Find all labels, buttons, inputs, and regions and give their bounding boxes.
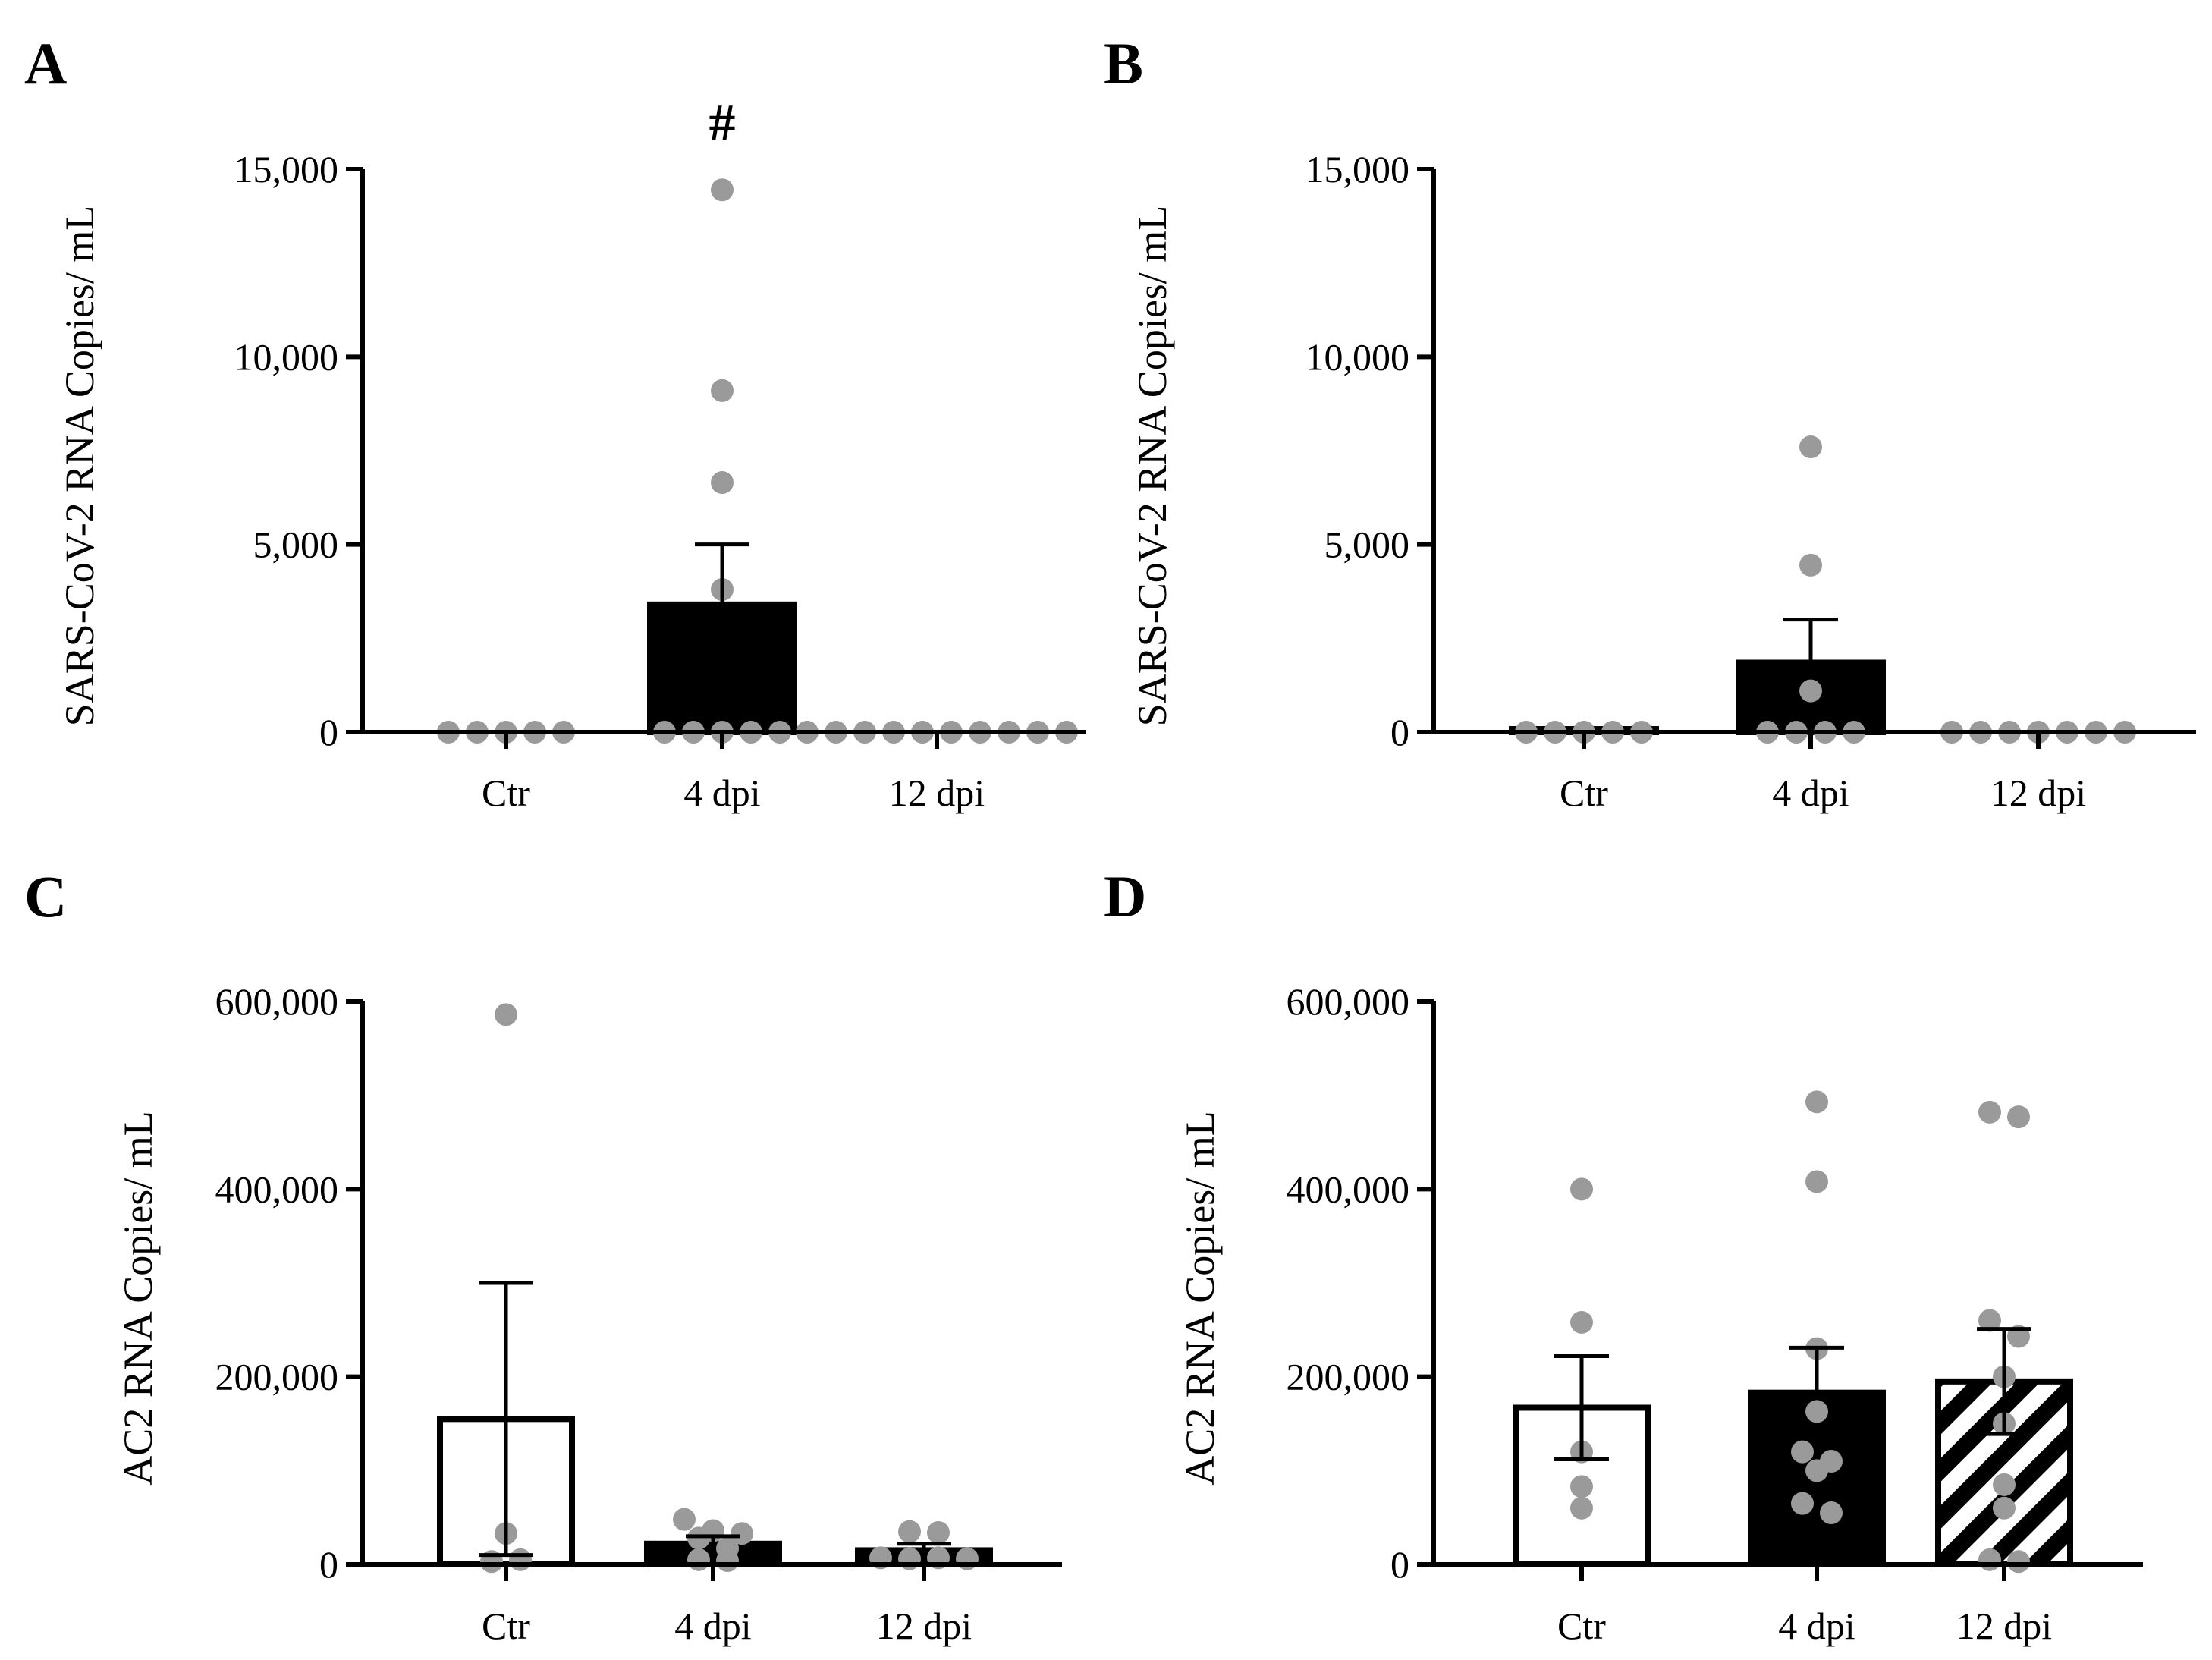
x-tick-label: 4 dpi [683,772,760,814]
panel-letter: B [1104,30,1143,96]
data-point [711,379,734,402]
data-point [673,1508,696,1531]
data-point [716,1549,739,1573]
data-point [1570,1310,1593,1334]
data-point [1820,1501,1843,1524]
data-point [1570,1496,1593,1520]
data-point [1805,1400,1828,1423]
y-tick-label: 200,000 [215,1356,339,1398]
panel-b: B 0 5,000 10,000 15,000 Ctr 4 dpi 12 dpi SARS-Co… [1104,30,2196,814]
x-tick-label: 4 dpi [1778,1605,1855,1647]
y-tick-label: 0 [1390,711,1409,753]
data-point [731,1522,753,1545]
data-point [1993,1496,2016,1520]
y-tick-label: 10,000 [234,335,339,378]
panel-d: D 0 200,000 400,000 600,000 Ctr 4 dpi 12 dpi AC2… [1104,863,2143,1647]
panel-c: C 0 200,000 400,000 600,000 Ctr 4 dpi 12 dpi AC2… [24,863,1062,1647]
y-tick-label: 0 [1390,1543,1409,1586]
data-point [1978,1100,2001,1124]
y-tick-label: 5,000 [253,523,339,566]
data-point [495,1003,517,1026]
x-tick-label: 12 dpi [889,772,985,814]
data-point [1799,553,1822,577]
y-axis-label: AC2 RNA Copies/ mL [115,1111,161,1486]
y-tick-label: 15,000 [234,148,339,190]
data-point [1805,1170,1828,1193]
y-tick-label: 600,000 [215,980,339,1023]
data-point [1791,1440,1814,1464]
x-tick-label: 4 dpi [1772,772,1849,814]
data-point [1978,1548,2001,1571]
x-tick-label: Ctr [1560,772,1608,814]
x-tick-label: Ctr [482,772,530,814]
data-point [956,1547,979,1570]
data-point [898,1547,921,1570]
y-axis-label: SARS-CoV-2 RNA Copies/ mL [57,206,102,727]
panel-letter: C [24,863,67,929]
y-axis-label: AC2 RNA Copies/ mL [1177,1111,1223,1486]
y-tick-label: 15,000 [1306,148,1410,190]
y-tick-label: 400,000 [215,1168,339,1210]
x-tick-label: 12 dpi [1990,772,2086,814]
y-tick-label: 10,000 [1306,335,1410,378]
data-point [1805,1090,1828,1114]
data-point [1978,1309,2001,1332]
significance-annotation: # [709,94,736,152]
y-tick-label: 400,000 [1287,1168,1410,1210]
y-tick-label: 0 [319,1543,338,1586]
data-point [2007,1550,2030,1574]
y-tick-label: 5,000 [1324,523,1410,566]
y-tick-label: 0 [319,711,338,753]
x-tick-label: Ctr [1557,1605,1606,1647]
data-point [1791,1492,1814,1515]
x-tick-label: 12 dpi [1956,1605,2052,1647]
data-point [711,178,734,202]
data-point [509,1548,532,1571]
x-tick-label: Ctr [482,1605,530,1647]
data-point [927,1520,950,1544]
bar-4-dpi [644,1540,782,1568]
panel-letter: D [1104,863,1146,929]
panel-letter: A [24,30,67,96]
x-tick-label: 4 dpi [674,1605,751,1647]
data-point [1799,435,1822,459]
data-point [1570,1475,1593,1498]
panel-a: A 0 5,000 10,000 15,000 Ctr 4 dpi 12 dpi SARS-Co… [24,30,1086,814]
y-axis-label: SARS-CoV-2 RNA Copies/ mL [1130,206,1175,727]
data-point [2007,1105,2030,1129]
bar-4-dpi [647,601,797,736]
y-tick-label: 200,000 [1287,1356,1410,1398]
y-tick-label: 600,000 [1287,980,1410,1023]
data-point [711,471,734,495]
data-point [687,1548,710,1571]
data-point [1993,1473,2016,1496]
x-tick-label: 12 dpi [876,1605,972,1647]
data-point [1570,1177,1593,1201]
data-point [1805,1459,1828,1482]
data-point [898,1520,921,1543]
data-point [1799,679,1822,703]
